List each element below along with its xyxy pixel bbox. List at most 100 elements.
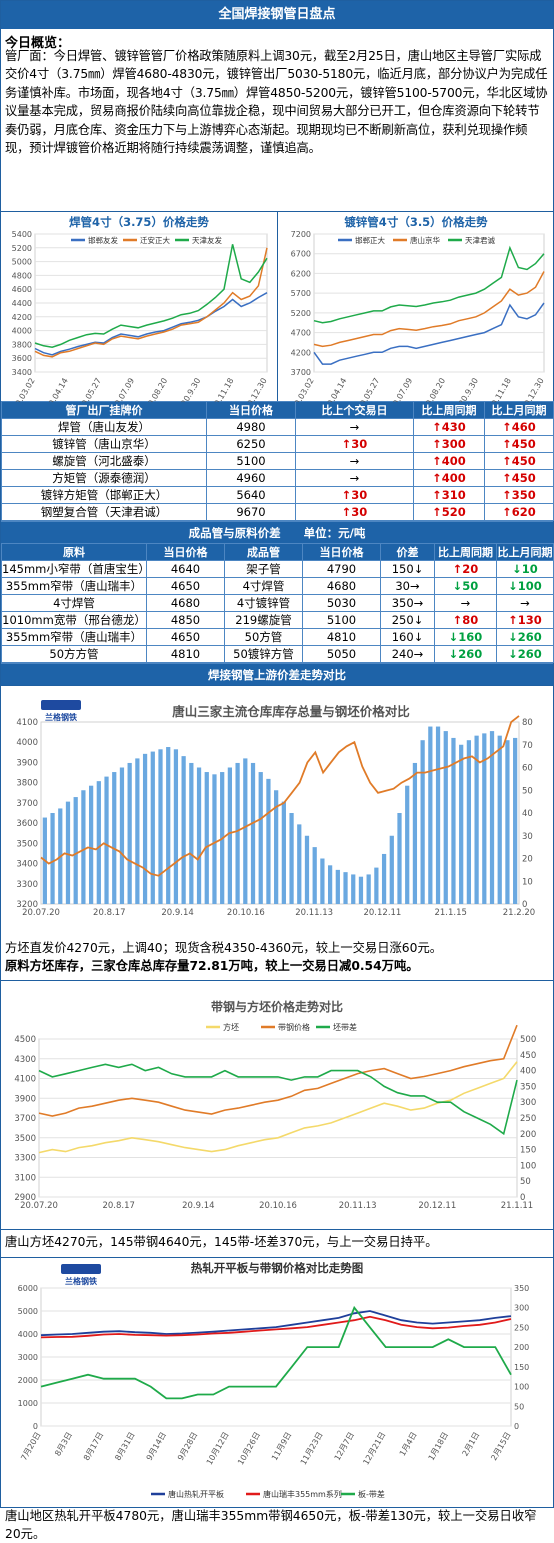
spread-cell: 160↓ xyxy=(380,628,435,646)
x-tick-label: 7月20日 xyxy=(19,1431,42,1463)
y-tick-label: 4000 xyxy=(16,738,38,748)
welded-pipe-trend-panel: 焊管4寸（3.75）价格走势 3400 3600 3800 4000 4200 4400 46… xyxy=(1,212,278,403)
bar xyxy=(173,749,179,904)
hotrolled-strip-chart-panel: 热轧开平板与带钢价格对比走势图 0 1000 2000 3000 4000 5000 6000… xyxy=(1,1257,553,1507)
y-tick-label: 6700 xyxy=(291,250,311,259)
y-tick-label: 3500 xyxy=(16,839,38,849)
bar xyxy=(505,740,510,904)
logo-icon xyxy=(41,700,81,710)
day-change-cell: ↑30 xyxy=(295,503,414,521)
y-tick-label: 3900 xyxy=(16,758,38,768)
bar xyxy=(428,726,433,904)
month-change-cell: ↓260 xyxy=(496,645,554,663)
legend-label: 天津友发 xyxy=(192,235,222,245)
table-row: 1010mm宽带（邢台德龙） 4850 219螺旋管 5100 250↓ ↑80 ↑130 xyxy=(1,611,554,629)
y-tick-label: 3700 xyxy=(16,799,38,809)
month-change-cell: ↑620 xyxy=(484,503,554,521)
series-line xyxy=(313,245,545,324)
col-header: 原料 xyxy=(1,543,147,561)
x-tick-label: 10月12日 xyxy=(205,1431,231,1467)
legend-label: 坯带差 xyxy=(333,1022,357,1032)
bar xyxy=(420,740,425,904)
x-tick-label: 20.05.27 xyxy=(77,377,103,403)
col-header: 比上月同期 xyxy=(484,401,554,419)
product-cell: 219螺旋管 xyxy=(224,611,303,629)
bar xyxy=(381,853,387,904)
y-tick-label: 4600 xyxy=(12,285,32,294)
y-tick-label: 4500 xyxy=(14,1035,36,1045)
legend-label: 迁安正大 xyxy=(140,235,170,245)
table-row: 镀锌管（唐山京华） 6250 ↑30 ↑300 ↑450 xyxy=(1,435,554,453)
y-tick-label: 6200 xyxy=(291,269,311,278)
raw-material-cell: 355mm窄带（唐山瑞丰） xyxy=(1,577,147,595)
bar xyxy=(466,740,472,904)
bar xyxy=(227,767,233,904)
bar xyxy=(435,726,441,904)
table-row: 145mm小窄带（首唐宝生） 4640 架子管 4790 150↓ ↑20 ↓10 xyxy=(1,560,554,578)
y2-tick-label: 50 xyxy=(520,1177,531,1187)
x-tick-label: 9月28日 xyxy=(176,1431,199,1463)
x-tick-label: 11月23日 xyxy=(299,1431,325,1467)
note-inventory: 原料方坯库存，三家仓库总库存量72.81万吨，较上一交易日减0.54万吨。 xyxy=(5,959,419,973)
month-change-cell: ↑450 xyxy=(484,469,554,487)
x-tick-label: 8月3日 xyxy=(53,1431,74,1458)
inventory-chart-panel: 唐山三家主流仓库库存总量与钢坯价格对比 3200 3300 3400 3500 3600 3… xyxy=(1,685,553,935)
y-tick-label: 0 xyxy=(33,1422,38,1431)
x-tick-label: 20.08.20 xyxy=(144,377,170,403)
legend-label: 唐山热轧开平板 xyxy=(168,1489,224,1499)
legend-label: 板-带差 xyxy=(358,1489,385,1499)
month-change-cell: ↑130 xyxy=(496,611,554,629)
day-change-cell: ↑30 xyxy=(295,435,414,453)
chart-title: 带钢与方坯价格走势对比 xyxy=(211,999,343,1014)
raw-price-cell: 4650 xyxy=(146,628,225,646)
table-row: 钢塑复合管（天津君诚） 9670 ↑30 ↑520 ↑620 xyxy=(1,503,554,521)
y2-tick-label: 20 xyxy=(522,855,533,865)
table-row: 焊管（唐山友发） 4980 → ↑430 ↑460 xyxy=(1,418,554,436)
x-tick-label: 20.9.30 xyxy=(457,377,480,403)
y-tick-label: 4000 xyxy=(18,1330,38,1339)
product-cell: 50方管 xyxy=(224,628,303,646)
y-tick-label: 4100 xyxy=(16,718,38,728)
y2-tick-label: 350 xyxy=(520,1082,536,1092)
series-line xyxy=(40,1310,512,1337)
raw-material-cell: 4寸焊管 xyxy=(1,594,147,612)
bar xyxy=(389,835,394,904)
raw-price-cell: 4850 xyxy=(146,611,225,629)
bar xyxy=(513,737,518,904)
plot-frame xyxy=(313,233,545,373)
product-name-cell: 螺旋管（河北盛泰） xyxy=(1,452,207,470)
y-tick-label: 3700 xyxy=(14,1114,36,1124)
x-tick-label: 20.11.13 xyxy=(295,908,333,918)
bar xyxy=(443,731,448,904)
col-header: 比上个交易日 xyxy=(295,401,414,419)
y2-tick-label: 0 xyxy=(522,900,527,910)
y-tick-label: 5200 xyxy=(12,244,32,253)
series-line xyxy=(38,1024,518,1117)
legend-label: 唐山京华 xyxy=(410,235,440,245)
month-change-cell: ↑450 xyxy=(484,435,554,453)
series-line xyxy=(38,1061,518,1154)
y-tick-label: 4200 xyxy=(291,348,311,357)
y-tick-label: 3400 xyxy=(16,860,38,870)
y2-tick-label: 250 xyxy=(520,1114,536,1124)
x-tick-label: 2月15日 xyxy=(489,1431,512,1463)
x-tick-label: 20.04.14 xyxy=(44,377,70,403)
table-row: 355mm窄带（唐山瑞丰） 4650 4寸焊管 4680 30→ ↓50 ↓100 xyxy=(1,577,554,595)
y2-tick-label: 150 xyxy=(520,1146,536,1156)
x-tick-label: 20.07.09 xyxy=(389,377,415,403)
y-tick-label: 2000 xyxy=(18,1376,38,1385)
bar xyxy=(127,762,132,904)
y-tick-label: 3900 xyxy=(14,1094,36,1104)
y-tick-label: 4200 xyxy=(12,313,32,322)
note-hotrolled-strip: 唐山地区热轧开平板4780元，唐山瑞丰355mm带钢4650元，板-带差130元… xyxy=(5,1509,537,1541)
bar xyxy=(320,858,325,904)
week-change-cell: ↑400 xyxy=(413,452,485,470)
table-row: 方矩管（源泰德润） 4960 → ↑400 ↑450 xyxy=(1,469,554,487)
bar xyxy=(65,801,71,904)
galvanized-pipe-trend-panel: 镀锌管4寸（3.5）价格走势 3700 4200 4700 5200 5700 6200 67… xyxy=(278,212,554,403)
bar xyxy=(96,781,101,904)
product-price-cell: 5100 xyxy=(302,611,381,629)
x-tick-label: 20.9.14 xyxy=(161,908,193,918)
table-row: 螺旋管（河北盛泰） 5100 → ↑400 ↑450 xyxy=(1,452,554,470)
y2-tick-label: 200 xyxy=(520,1130,536,1140)
